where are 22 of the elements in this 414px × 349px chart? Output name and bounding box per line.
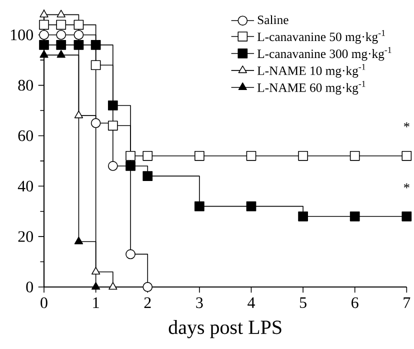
y-tick-label: 20 — [18, 231, 33, 242]
y-tick-label: 0 — [26, 282, 33, 292]
y-tick-label: 80 — [18, 80, 33, 91]
y-tick-label: 100 — [11, 29, 33, 40]
legend-label: L-canavanine 300 mg·kg$^{-1}$ — [257, 47, 392, 61]
x-axis-title: days post LPS — [168, 320, 282, 338]
y-tick-label: 40 — [18, 180, 33, 192]
x-tick-label: 6 — [352, 297, 358, 308]
legend-label: L-NAME 60 mg·kg$^{-1}$ — [257, 80, 366, 95]
x-tick-label: 7 — [404, 297, 410, 308]
annotation: * — [404, 183, 410, 188]
x-tick-label: 0 — [40, 297, 48, 308]
x-tick-label: 4 — [248, 297, 255, 308]
x-tick-label: 1 — [93, 297, 99, 308]
x-tick-label: 5 — [300, 297, 306, 308]
annotation: * — [404, 122, 410, 128]
y-tick-label: 60 — [18, 130, 33, 142]
legend-label: L-NAME 10 mg·kg$^{-1}$ — [257, 64, 366, 78]
x-tick-label: 3 — [196, 297, 203, 308]
legend-label: Saline — [258, 15, 288, 24]
legend-label: L-canavanine 50 mg·kg$^{-1}$ — [257, 30, 385, 44]
x-tick-label: 2 — [144, 297, 151, 308]
